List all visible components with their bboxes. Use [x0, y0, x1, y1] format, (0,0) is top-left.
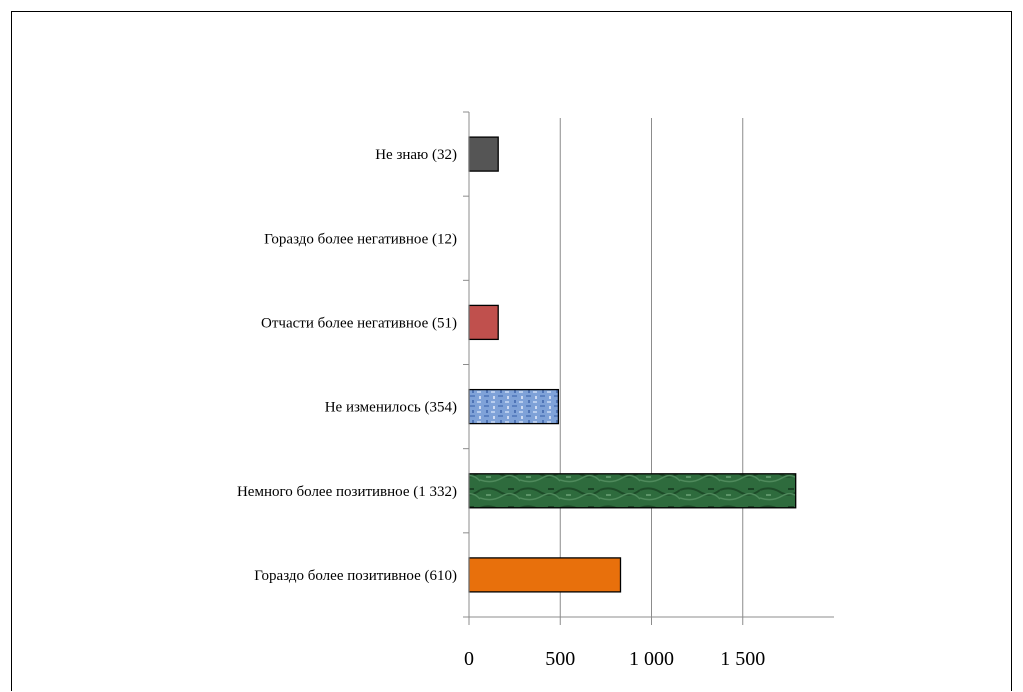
bar-3 — [468, 388, 560, 425]
x-tick-label-2: 1 000 — [629, 648, 674, 670]
category-label-5: Гораздо более позитивное (610) — [254, 568, 457, 584]
x-tick-label-1: 500 — [545, 648, 575, 670]
bars — [468, 136, 797, 593]
bar-5 — [468, 557, 622, 593]
axes — [463, 111, 834, 625]
x-tick-label-3: 1 500 — [720, 648, 765, 670]
chart-frame — [11, 11, 1012, 691]
category-label-3: Не изменилось (354) — [325, 400, 457, 416]
gridlines — [559, 118, 744, 617]
x-tick-label-0: 0 — [464, 648, 474, 670]
bar-4 — [468, 473, 797, 509]
category-label-1: Гораздо более негативное (12) — [264, 231, 457, 247]
tick-labels: 0 500 1 000 1 500 — [464, 648, 765, 670]
bar-2 — [468, 304, 499, 341]
category-label-0: Не знаю (32) — [375, 147, 457, 163]
bar-0 — [468, 136, 499, 172]
category-labels: Не знаю (32) Гораздо более негативное (12… — [237, 147, 457, 584]
category-label-4: Немного более позитивное (1 332) — [237, 484, 457, 500]
category-label-2: Отчасти более негативное (51) — [261, 315, 457, 331]
